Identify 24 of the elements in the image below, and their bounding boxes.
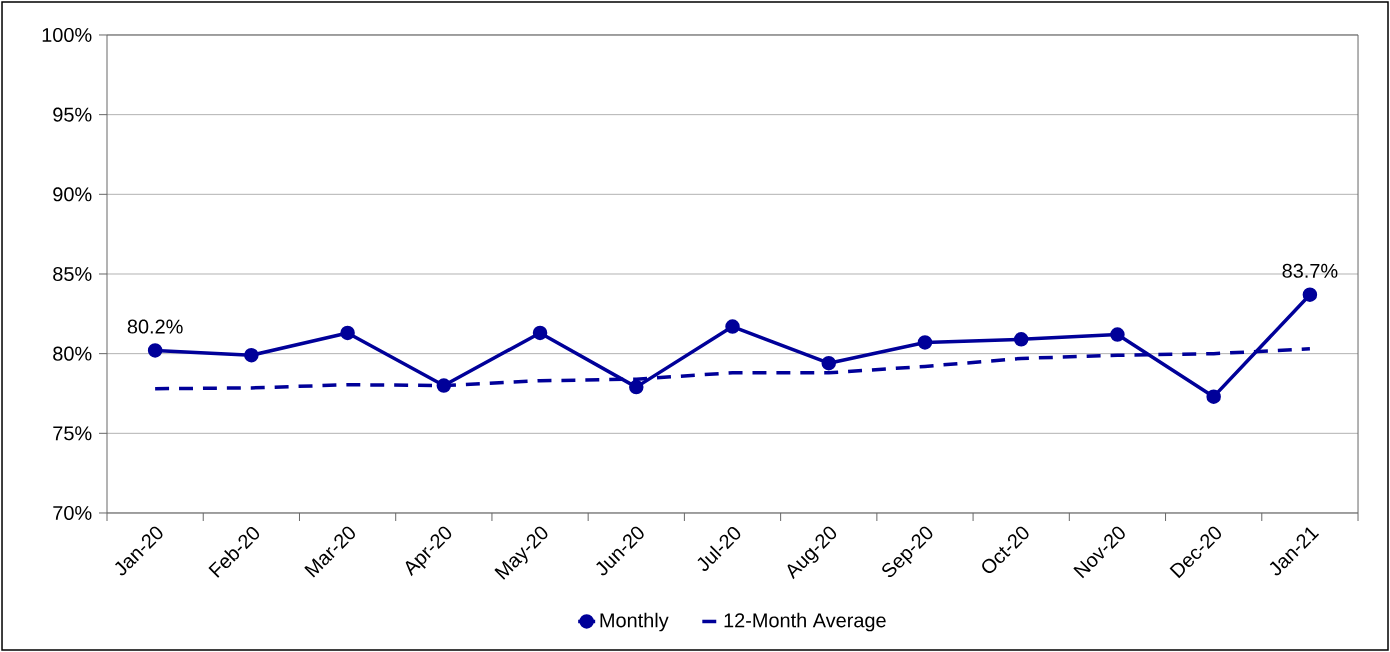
y-tick-label: 75% — [53, 426, 92, 441]
point — [532, 325, 548, 341]
point — [629, 379, 644, 395]
y-tick-label: 70% — [53, 505, 92, 521]
data-label: 80.2% — [127, 319, 183, 334]
point — [1206, 389, 1221, 404]
point — [147, 343, 163, 358]
y-tick-label: 85% — [53, 266, 92, 282]
y-tick-label: 95% — [53, 107, 92, 122]
legend-label: 12-Month Average — [724, 612, 886, 632]
point — [1013, 332, 1029, 347]
y-tick-label: 100% — [42, 27, 92, 43]
y-tick-label: 80% — [53, 346, 92, 361]
point — [725, 319, 740, 334]
point — [244, 348, 259, 363]
point — [1110, 327, 1125, 342]
data-label: 83.7% — [1282, 263, 1338, 278]
legend-label: Monthly — [600, 612, 669, 632]
y-tick-label: 90% — [53, 187, 92, 202]
point — [1302, 287, 1318, 302]
point — [340, 325, 355, 341]
point — [917, 335, 933, 350]
point — [821, 355, 836, 371]
point — [436, 378, 452, 393]
